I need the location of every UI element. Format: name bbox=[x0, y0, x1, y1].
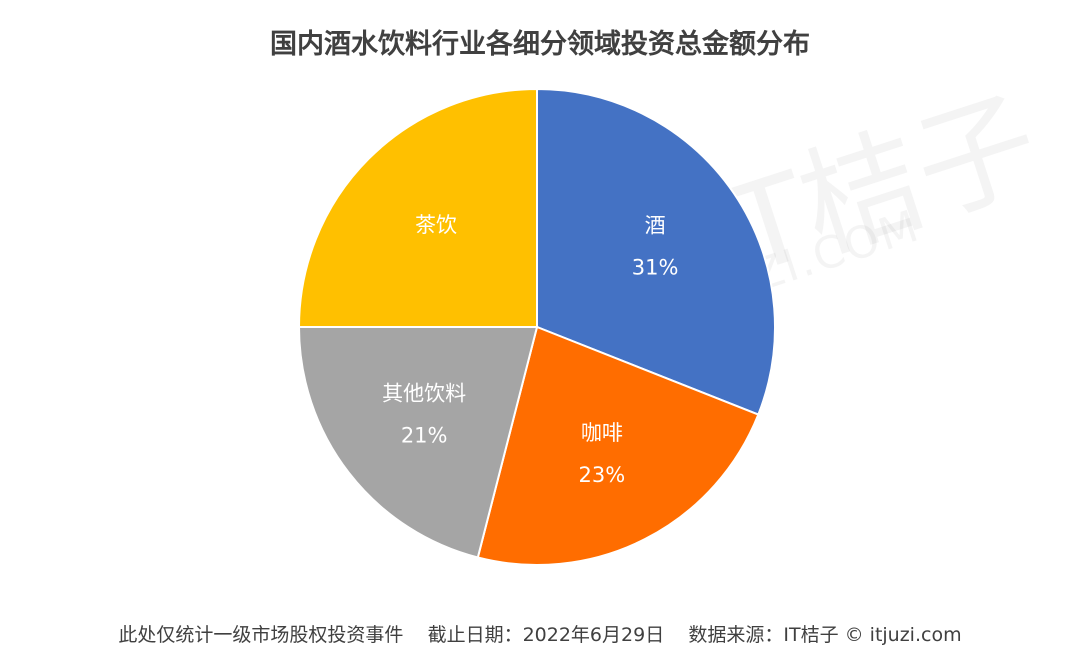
slice-value-1: 23% bbox=[578, 463, 625, 487]
slice-label-1: 咖啡 bbox=[581, 421, 623, 445]
chart-title: 国内酒水饮料行业各细分领域投资总金额分布 bbox=[270, 29, 810, 60]
pie-slice-3 bbox=[297, 87, 538, 328]
slice-label-0: 酒 bbox=[645, 214, 666, 238]
slice-value-0: 31% bbox=[632, 256, 679, 280]
footer-date: 截止日期：2022年6月29日 bbox=[427, 624, 665, 646]
pie-slice-0 bbox=[536, 87, 776, 416]
slice-value-2: 21% bbox=[401, 424, 448, 448]
slice-label-2: 其他饮料 bbox=[382, 382, 466, 406]
pie-slice-1 bbox=[476, 325, 760, 566]
footer-source: 数据来源：IT桔子 © itjuzi.com bbox=[688, 624, 962, 646]
footer-note: 此处仅统计一级市场股权投资事件 bbox=[118, 624, 404, 646]
pie-slice-2 bbox=[297, 326, 539, 559]
chart-footer: 此处仅统计一级市场股权投资事件 截止日期：2022年6月29日 数据来源：IT桔… bbox=[0, 620, 1080, 647]
pie-chart: 酒 31% 咖啡 23% 其他饮料 21% 茶饮 bbox=[297, 87, 776, 566]
slice-label-3: 茶饮 bbox=[415, 213, 457, 237]
